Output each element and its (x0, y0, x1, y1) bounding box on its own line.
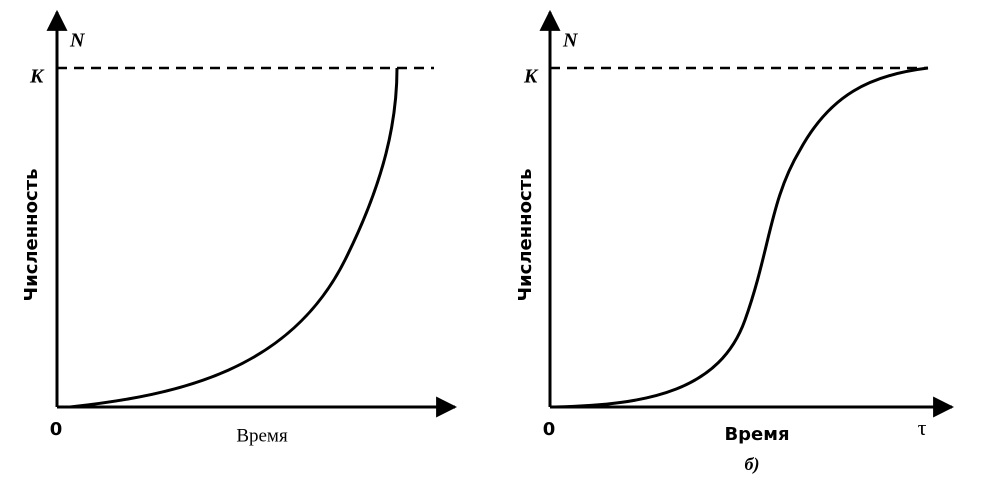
logistic-curve (554, 66, 929, 409)
x-axis-label: Время (236, 425, 288, 446)
y-axis-label: Численность (515, 169, 536, 302)
panel: N K Численность 0 Время (21, 9, 458, 446)
caption: б) (745, 454, 760, 475)
x-axis-label: Время (724, 424, 789, 445)
y-axis-label: Численность (21, 169, 42, 302)
capacity-label: K (29, 66, 45, 88)
origin-label: 0 (543, 419, 556, 440)
x-end-label: τ (918, 415, 927, 440)
y-symbol: N (562, 30, 579, 52)
origin-label: 0 (50, 419, 63, 440)
exponential-curve (69, 67, 399, 409)
capacity-label: K (523, 66, 539, 88)
y-symbol: N (69, 30, 86, 52)
panel: N K Численность 0 Время τ б) (515, 9, 955, 475)
